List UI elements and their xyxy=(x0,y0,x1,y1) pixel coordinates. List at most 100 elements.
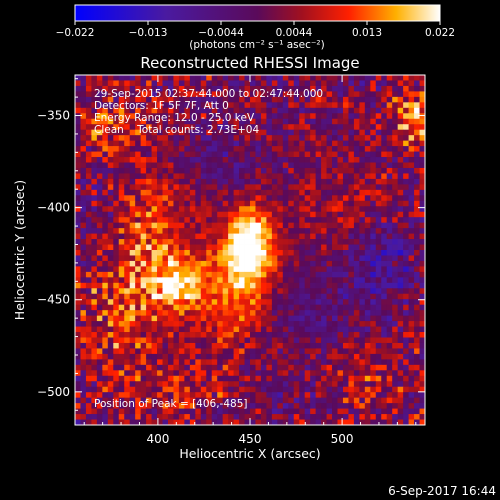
heatmap-cell xyxy=(75,129,81,136)
heatmap-cell xyxy=(102,162,109,169)
heatmap-cell xyxy=(228,299,234,306)
heatmap-cell xyxy=(124,244,131,251)
heatmap-cell xyxy=(124,348,131,355)
heatmap-cell xyxy=(129,337,136,344)
heatmap-cell xyxy=(173,118,180,125)
heatmap-cell xyxy=(91,157,98,163)
heatmap-cell xyxy=(162,96,169,103)
heatmap-cell xyxy=(75,91,81,98)
heatmap-cell xyxy=(80,288,87,295)
heatmap-cell xyxy=(304,228,311,234)
heatmap-cell xyxy=(392,386,399,393)
heatmap-cell xyxy=(408,342,415,349)
heatmap-cell xyxy=(364,293,371,300)
heatmap-cell xyxy=(222,304,229,311)
heatmap-cell xyxy=(129,353,136,360)
heatmap-cell xyxy=(217,80,224,87)
heatmap-cell xyxy=(419,195,425,202)
heatmap-cell xyxy=(271,397,278,404)
heatmap-cell xyxy=(195,85,202,92)
heatmap-cell xyxy=(222,381,229,388)
heatmap-cell xyxy=(408,348,415,355)
heatmap-cell xyxy=(321,397,327,404)
heatmap-cell xyxy=(282,96,289,103)
heatmap-cell xyxy=(397,337,404,344)
heatmap-cell xyxy=(75,157,81,163)
heatmap-cell xyxy=(195,370,202,377)
heatmap-cell xyxy=(364,381,371,388)
heatmap-cell xyxy=(359,85,366,92)
heatmap-cell xyxy=(217,250,224,256)
heatmap-cell xyxy=(167,178,174,185)
heatmap-cell xyxy=(392,135,399,142)
heatmap-cell xyxy=(414,233,420,240)
heatmap-cell xyxy=(397,157,404,163)
heatmap-cell xyxy=(277,151,284,158)
heatmap-cell xyxy=(184,102,191,109)
heatmap-cell xyxy=(146,75,152,81)
heatmap-cell xyxy=(271,310,278,317)
heatmap-cell xyxy=(129,386,136,393)
heatmap-cell xyxy=(80,96,87,103)
heatmap-cell xyxy=(140,75,147,81)
heatmap-cell xyxy=(85,140,92,147)
y-tick: −500 xyxy=(37,385,425,399)
heatmap-cell xyxy=(348,167,355,174)
heatmap-cell xyxy=(113,332,120,338)
heatmap-cell xyxy=(146,178,152,185)
heatmap-cell xyxy=(277,326,284,333)
heatmap-cell xyxy=(233,364,240,371)
heatmap-cell xyxy=(403,85,409,92)
heatmap-cell xyxy=(195,250,202,256)
heatmap-cell xyxy=(321,293,327,300)
heatmap-cell xyxy=(167,206,174,213)
heatmap-cell xyxy=(189,271,196,278)
heatmap-cell xyxy=(239,206,245,213)
heatmap-cell xyxy=(233,118,240,125)
heatmap-cell xyxy=(332,96,338,103)
heatmap-cell xyxy=(310,228,317,234)
heatmap-cell xyxy=(200,211,207,218)
heatmap-cell xyxy=(392,118,399,125)
heatmap-cell xyxy=(337,162,344,169)
heatmap-cell xyxy=(250,293,256,300)
heatmap-cell xyxy=(304,200,311,207)
heatmap-cell xyxy=(277,173,284,180)
heatmap-cell xyxy=(80,381,87,388)
heatmap-cell xyxy=(386,304,393,311)
heatmap-cell xyxy=(107,135,114,142)
heatmap-cell xyxy=(228,397,234,404)
heatmap-cell xyxy=(375,381,382,388)
heatmap-cell xyxy=(206,277,213,284)
heatmap-cell xyxy=(96,189,103,196)
heatmap-cell xyxy=(250,102,256,109)
heatmap-cell xyxy=(277,146,284,152)
heatmap-cell xyxy=(91,178,98,185)
heatmap-cell xyxy=(217,211,224,218)
heatmap-cell xyxy=(140,381,147,388)
heatmap-cell xyxy=(271,266,278,273)
heatmap-cell xyxy=(315,233,322,240)
heatmap-cell xyxy=(239,102,245,109)
heatmap-cell xyxy=(359,348,366,355)
heatmap-cell xyxy=(184,113,191,120)
heatmap-cell xyxy=(282,167,289,174)
heatmap-cell xyxy=(135,364,142,371)
heatmap-cell xyxy=(260,310,267,317)
heatmap-cell xyxy=(233,381,240,388)
heatmap-cell xyxy=(370,408,377,415)
heatmap-cell xyxy=(107,244,114,251)
heatmap-cell xyxy=(288,381,295,388)
heatmap-cell xyxy=(222,364,229,371)
heatmap-cell xyxy=(162,228,169,234)
heatmap-cell xyxy=(397,178,404,185)
heatmap-cell xyxy=(195,96,202,103)
heatmap-cell xyxy=(310,135,317,142)
heatmap-cell xyxy=(80,293,87,300)
heatmap-cell xyxy=(353,80,360,87)
heatmap-cell xyxy=(146,157,152,163)
heatmap-cell xyxy=(80,228,87,234)
heatmap-cell xyxy=(315,80,322,87)
heatmap-cell xyxy=(359,75,366,81)
heatmap-cell xyxy=(113,266,120,273)
